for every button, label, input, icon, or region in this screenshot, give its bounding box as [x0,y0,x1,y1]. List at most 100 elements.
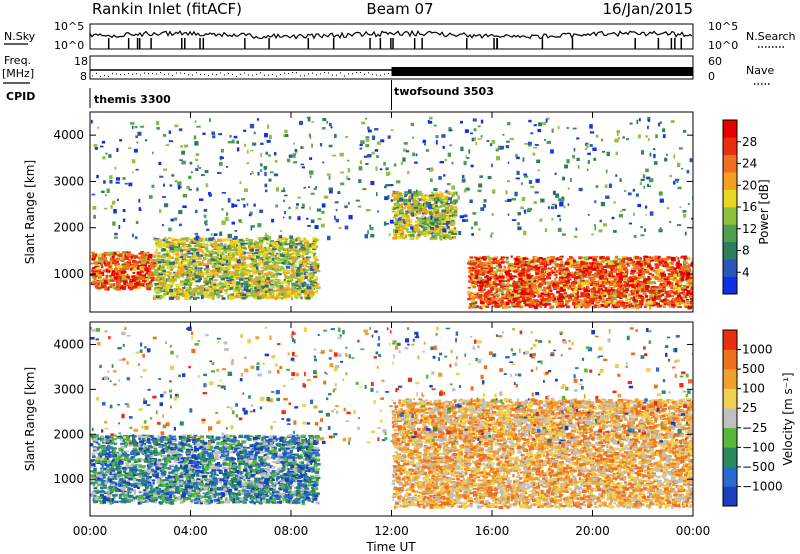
power-cell [274,268,279,272]
power-cell [526,297,530,301]
power-cell [155,258,161,263]
power-cell [274,296,279,299]
power-cell [496,268,500,272]
power-cell [251,292,255,294]
nave-point [140,74,141,76]
power-cell [474,270,480,274]
power-cell [593,289,597,292]
power-cell [311,286,315,291]
power-cell [508,277,514,280]
nave-point [100,75,101,77]
power-cell [559,278,564,281]
nave-point [352,73,353,75]
power-cell [433,200,437,204]
power-cell [311,262,317,266]
power-cell [501,257,505,262]
power-cell [539,294,542,298]
power-cell [103,286,108,290]
power-cell [532,290,535,293]
power-cell [576,288,579,292]
power-cell [580,280,584,284]
power-cell [592,299,598,301]
nave-point [232,74,233,76]
nave-point [308,73,309,75]
power-cell [107,281,110,285]
power-cell [258,258,261,261]
power-cell [442,223,448,225]
power-cell [395,211,399,215]
power-cell [557,263,563,267]
power-cell [522,298,528,302]
power-cell [410,205,414,209]
power-cell [655,294,660,298]
power-cell [552,260,557,264]
power-cell [284,257,290,260]
power-cell [500,296,506,299]
power-cell [197,290,200,294]
power-cell [308,243,312,247]
power-cell [156,275,160,279]
power-cell [560,261,564,265]
power-cell [229,258,234,262]
power-cell [530,261,535,264]
power-cell [188,286,192,289]
power-cell [119,279,124,282]
power-cell [676,278,681,281]
power-cell [107,262,111,265]
power-cell [525,270,529,274]
power-cell [446,197,449,201]
power-cell [690,276,693,280]
power-cell [574,298,577,302]
power-cell [392,199,396,202]
power-cell [95,263,98,266]
power-cell [309,272,314,275]
power-cell [632,299,636,301]
power-cell [505,297,509,300]
power-cell [624,294,627,298]
power-cell [588,257,593,260]
power-cell [266,295,270,298]
power-cell [558,267,563,271]
power-cell [229,254,233,257]
power-cell [427,218,432,222]
power-cell [154,243,159,245]
power-cell [516,285,520,288]
power-cell [127,285,131,289]
power-cell [240,282,246,285]
power-cell [228,276,233,279]
power-cell [637,258,643,262]
power-cell [404,233,408,237]
power-cell [162,286,167,290]
power-cell [182,291,185,295]
power-cell [152,237,157,240]
power-cell [509,272,512,277]
power-cell [245,238,251,241]
power-cell [215,256,219,260]
power-cell [294,252,300,256]
power-cell [277,269,282,272]
power-cell [112,259,116,262]
power-cell [267,288,271,292]
power-cell [522,274,526,278]
power-cell [185,272,191,275]
power-cell [197,267,203,269]
power-cell [664,257,670,261]
power-cell [94,275,98,278]
power-cell [251,267,257,271]
power-cell [186,250,191,253]
power-cell [314,285,318,287]
power-cell [450,228,456,231]
power-cell [252,254,256,257]
power-cell [539,301,544,305]
power-cell [479,296,483,300]
power-cell [96,266,100,270]
power-cell [234,295,238,298]
power-cell [634,284,639,288]
power-cell [619,272,625,276]
power-cell [400,223,404,226]
power-cell [613,289,619,292]
power-cell [451,220,456,224]
power-cell [492,261,495,265]
power-cell [549,305,555,309]
power-cell [168,254,171,258]
